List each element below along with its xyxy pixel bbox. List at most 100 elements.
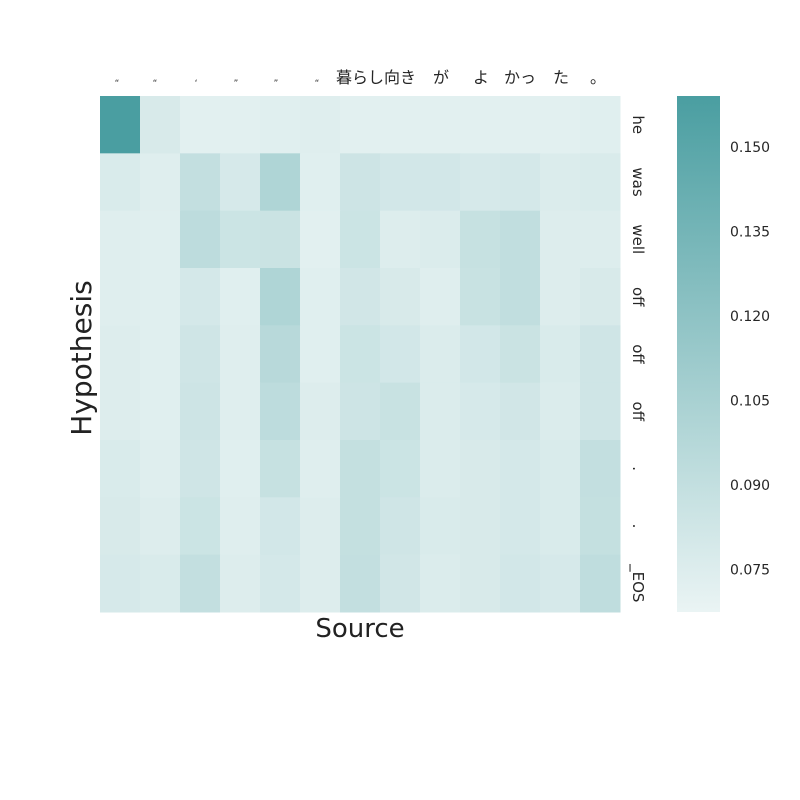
- heatmap-cell: [260, 554, 301, 613]
- y-tick-label: off: [629, 402, 647, 422]
- heatmap-cell: [100, 325, 141, 384]
- heatmap-cell: [580, 96, 621, 154]
- y-tick-label: well: [629, 224, 647, 254]
- heatmap-cell: [500, 96, 541, 154]
- heatmap-cell: [220, 554, 261, 613]
- heatmap-cell: [260, 497, 301, 556]
- heatmap-cell: [500, 210, 541, 269]
- colorbar-tick-label: 0.120: [730, 309, 770, 325]
- heatmap-cell: [140, 439, 181, 498]
- x-tick-label: ”: [274, 79, 279, 89]
- heatmap-cell: [220, 325, 261, 384]
- heatmap-cell: [380, 554, 421, 613]
- x-tick-label: “: [115, 79, 120, 89]
- heatmap-cell: [540, 267, 581, 326]
- heatmap-cell: [300, 153, 341, 212]
- heatmap-cell: [100, 96, 141, 154]
- heatmap-cell: [300, 554, 341, 613]
- x-tick-label: “: [153, 79, 158, 89]
- heatmap-cell: [420, 497, 461, 556]
- heatmap-cell: [420, 554, 461, 613]
- x-tick-label: かっ: [504, 68, 536, 87]
- heatmap-cell: [260, 96, 301, 154]
- x-tick-label: ‘: [195, 79, 198, 89]
- heatmap-cell: [580, 382, 621, 441]
- heatmap-cell: [540, 96, 581, 154]
- heatmap-cell: [580, 267, 621, 326]
- heatmap-cell: [540, 497, 581, 556]
- heatmap-cell: [580, 554, 621, 613]
- x-tick-label: ”: [234, 79, 239, 89]
- heatmap-cell: [500, 153, 541, 212]
- heatmap-cell: [260, 325, 301, 384]
- heatmap-cell: [540, 325, 581, 384]
- heatmap-cell: [380, 497, 421, 556]
- heatmap-cell: [460, 497, 501, 556]
- y-tick-labels: he was well off off off.. _EOS: [628, 115, 647, 602]
- heatmap-cell: [580, 325, 621, 384]
- y-axis-title: Hypothesis: [65, 280, 98, 435]
- heatmap-cell: [260, 439, 301, 498]
- colorbar-tick-label: 0.075: [730, 563, 770, 579]
- heatmap-cell: [100, 439, 141, 498]
- heatmap-cell: [180, 153, 221, 212]
- heatmap-cell: [500, 382, 541, 441]
- heatmap-cell: [180, 96, 221, 154]
- heatmap-cell: [180, 554, 221, 613]
- heatmap-cell: [580, 439, 621, 498]
- x-tick-label: 暮らし向き: [336, 68, 416, 87]
- heatmap-cell: [100, 554, 141, 613]
- heatmap-cell: [380, 267, 421, 326]
- heatmap-cell: [580, 497, 621, 556]
- heatmap-cell: [420, 96, 461, 154]
- colorbar: [677, 96, 720, 612]
- heatmap-cell: [460, 267, 501, 326]
- x-tick-label: 。: [590, 68, 606, 87]
- heatmap-cell: [300, 439, 341, 498]
- heatmap-cell: [580, 153, 621, 212]
- heatmap-cell: [340, 497, 381, 556]
- heatmap-cell: [500, 439, 541, 498]
- heatmap-cell: [100, 153, 141, 212]
- x-tick-label: “: [315, 79, 320, 89]
- y-tick-label: .: [629, 466, 647, 471]
- heatmap-cell: [140, 96, 181, 154]
- colorbar-ticks: 0.075 0.090 0.105 0.120 0.135 0.150: [730, 140, 770, 579]
- heatmap-cell: [220, 382, 261, 441]
- heatmap-cell: [460, 153, 501, 212]
- heatmap-cell: [100, 267, 141, 326]
- heatmap-cell: [180, 267, 221, 326]
- heatmap-cell: [380, 153, 421, 212]
- heatmap-cell: [500, 325, 541, 384]
- heatmap-cell: [340, 210, 381, 269]
- heatmap-cell: [140, 382, 181, 441]
- heatmap-cell: [500, 267, 541, 326]
- heatmap-cell: [100, 382, 141, 441]
- heatmap-cell: [220, 267, 261, 326]
- heatmap-cell: [460, 210, 501, 269]
- heatmap-cell: [380, 325, 421, 384]
- x-axis-title: Source: [315, 614, 404, 644]
- x-tick-label: が: [433, 68, 449, 87]
- heatmap-cell: [340, 267, 381, 326]
- heatmap-cell: [340, 325, 381, 384]
- heatmap-cell: [260, 382, 301, 441]
- heatmap-cell: [500, 554, 541, 613]
- heatmap-cell: [100, 497, 141, 556]
- heatmap-cell: [500, 497, 541, 556]
- heatmap-cell: [260, 210, 301, 269]
- heatmap-cell: [460, 96, 501, 154]
- heatmap-cell: [180, 210, 221, 269]
- heatmap-cell: [140, 153, 181, 212]
- heatmap-cell: [340, 382, 381, 441]
- colorbar-tick-label: 0.090: [730, 478, 770, 494]
- heatmap-cell: [180, 439, 221, 498]
- heatmap-cell: [420, 210, 461, 269]
- heatmap-cell: [460, 382, 501, 441]
- y-tick-label: .: [629, 524, 647, 529]
- heatmap-cell: [220, 497, 261, 556]
- heatmap-cell: [260, 267, 301, 326]
- heatmap-cell: [420, 325, 461, 384]
- heatmap-cell: [180, 382, 221, 441]
